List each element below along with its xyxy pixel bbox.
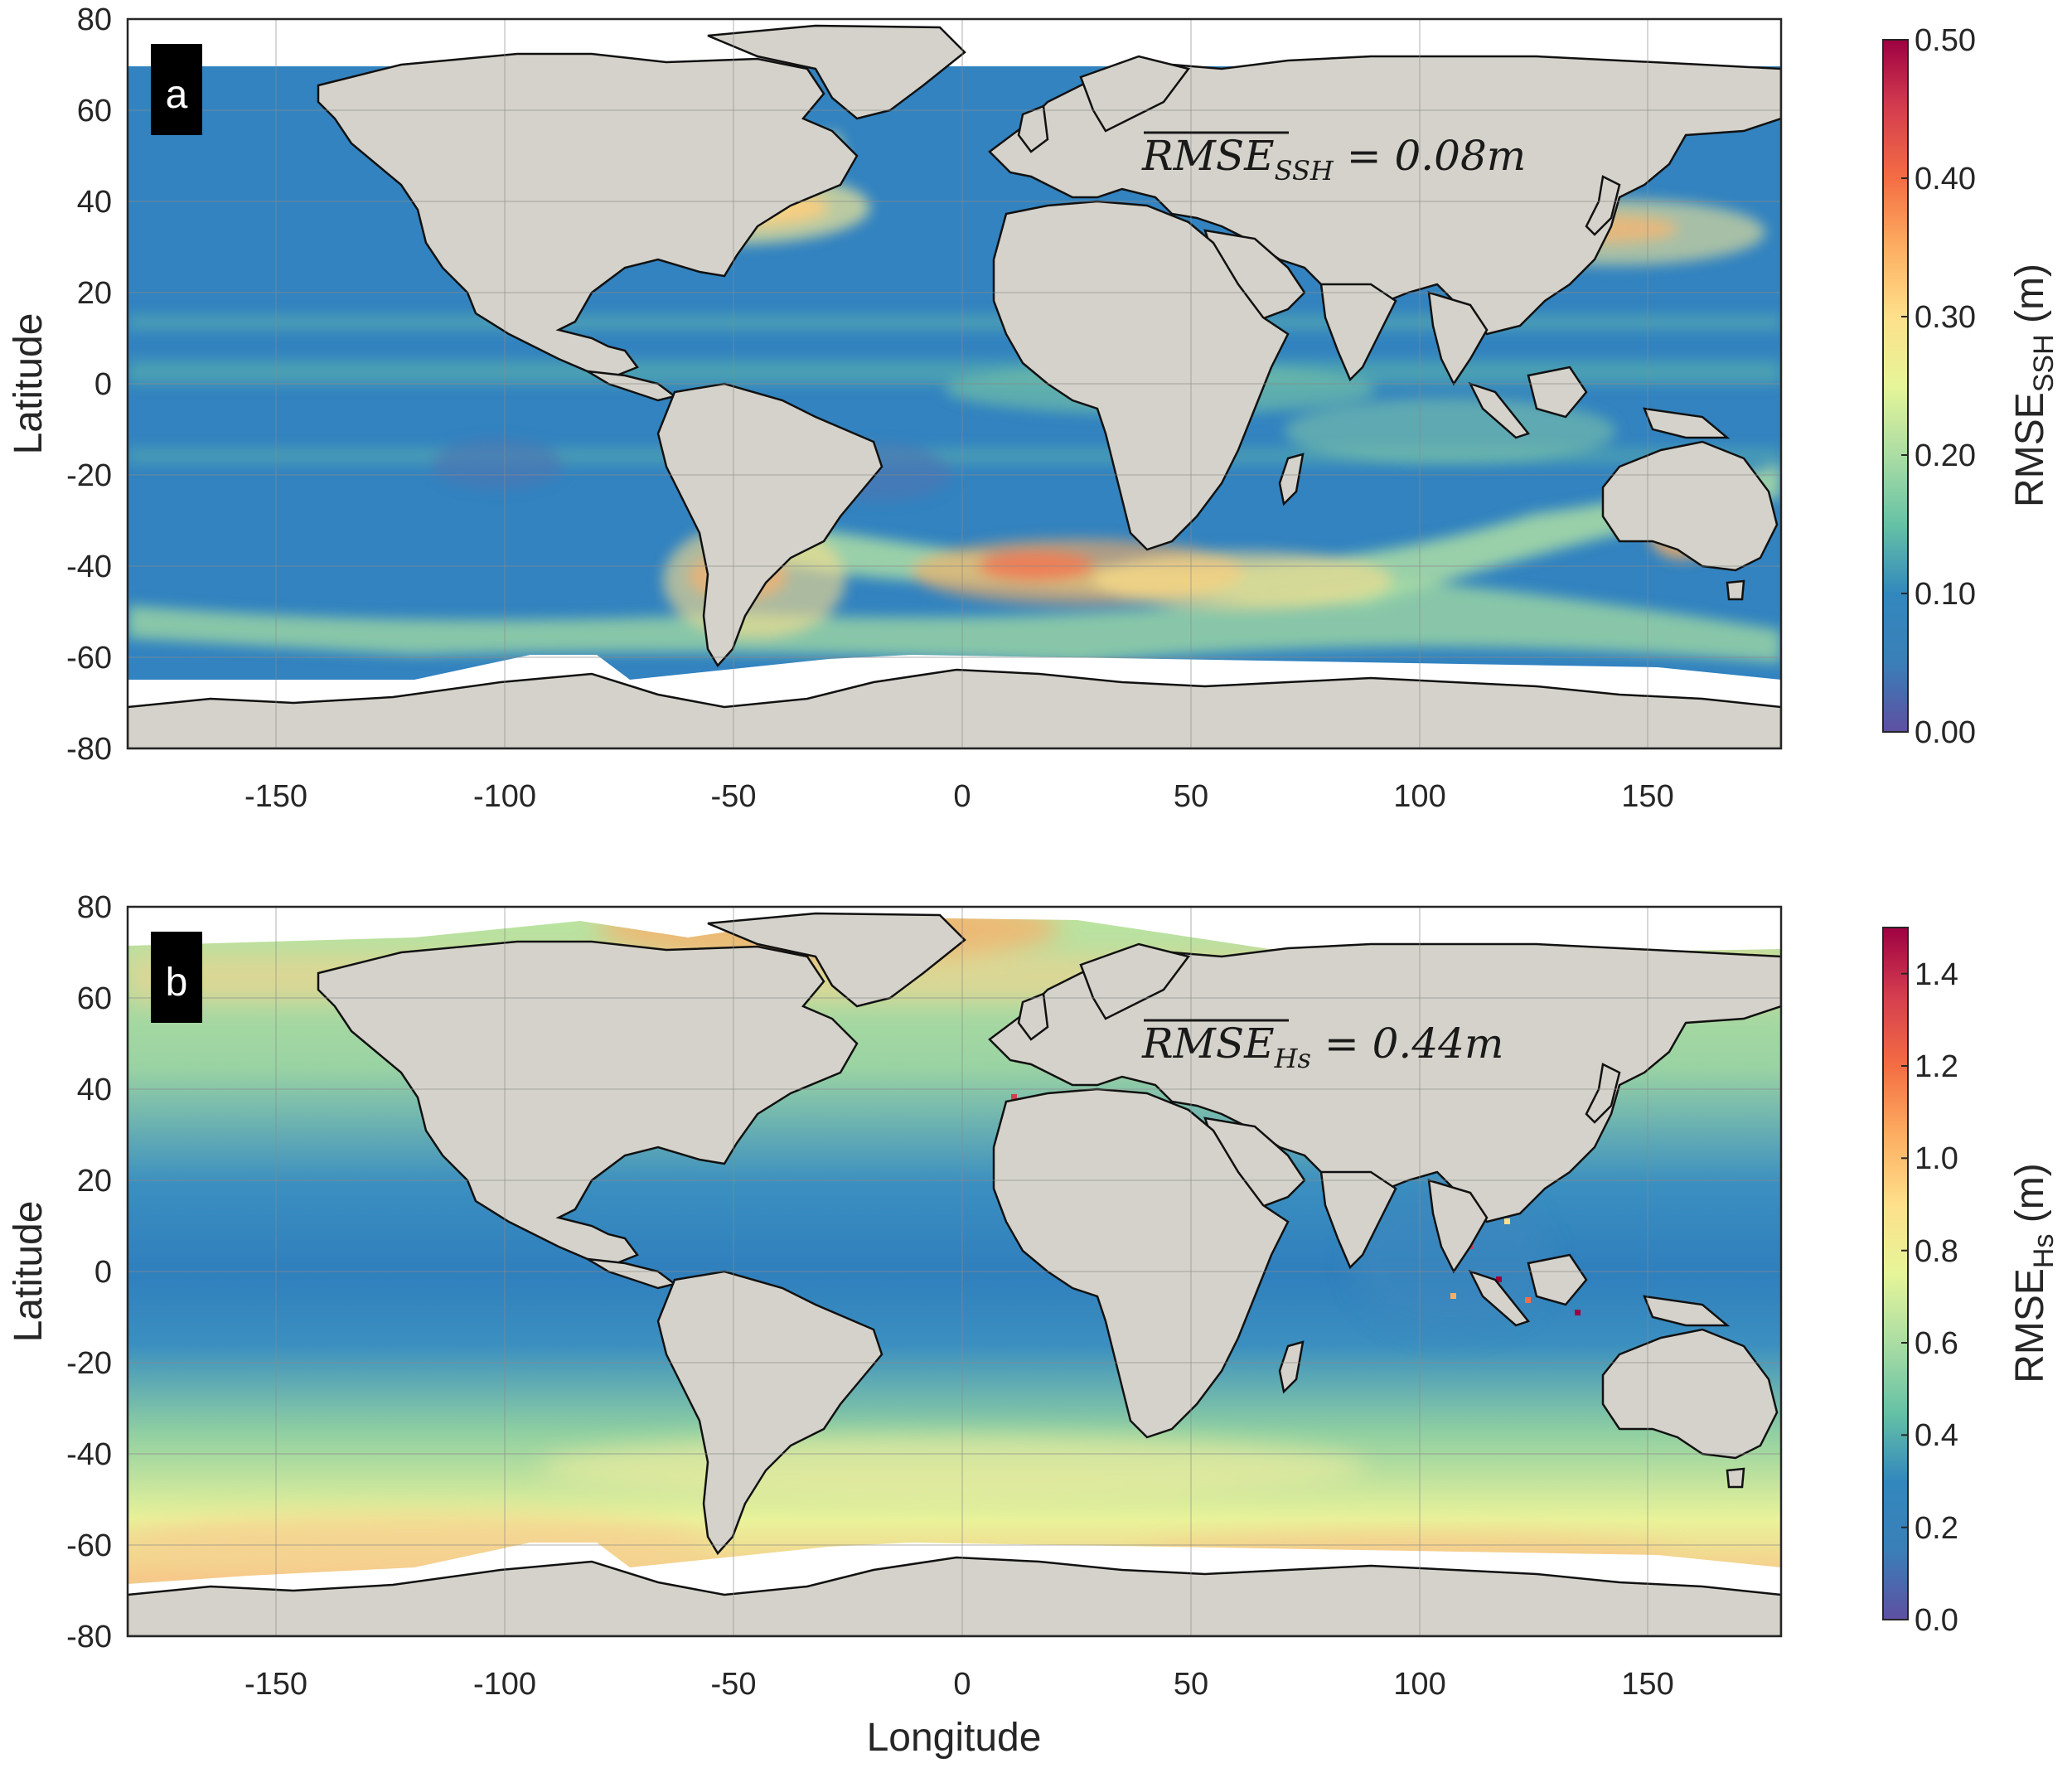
- panel-b: b RMSEHs = 0.44m 80 60 40 20 0 -20 -40 -…: [7, 890, 2060, 1760]
- panel-a-arctic-no-data: [128, 19, 1781, 116]
- panel-a-colorbar-tick: 0.40: [1915, 162, 1976, 196]
- panel-a-y-tick-labels: 80 60 40 20 0 -20 -40 -60 -80: [66, 2, 112, 767]
- panel-b-y-tick: -20: [66, 1346, 112, 1381]
- panel-b-x-tick: -150: [244, 1667, 307, 1702]
- panel-b-y-tick: 0: [94, 1255, 112, 1290]
- panel-a-y-tick: 40: [77, 185, 112, 220]
- panel-a-x-tick-labels: -150 -100 -50 0 50 100 150: [244, 779, 1674, 814]
- panel-a-y-tick: 60: [77, 94, 112, 128]
- panel-b-frame: [126, 905, 1783, 1638]
- panel-a-colorbar-tick: 0.00: [1915, 715, 1976, 750]
- panel-b-y-tick: -40: [66, 1437, 112, 1472]
- panel-b-y-tick: 40: [77, 1073, 112, 1107]
- panel-a-tag-box: [151, 44, 202, 135]
- panel-a-stat-value: = 0.08m: [1334, 132, 1526, 180]
- panel-a-y-tick: 0: [94, 367, 112, 402]
- panel-b-colorbar-tick: 0.8: [1915, 1234, 1958, 1269]
- panel-b-colorbar-tick: 0.0: [1915, 1603, 1958, 1638]
- panel-a-x-tick: -150: [244, 779, 307, 814]
- panel-a: a RMSESSH = 0.08m 80 60 40 20 0 -20 -40 …: [7, 2, 2060, 814]
- panel-b-stat-sub: Hs: [1274, 1043, 1311, 1074]
- panel-b-x-tick: 150: [1621, 1667, 1673, 1702]
- x-axis-title: Longitude: [867, 1716, 1042, 1760]
- panel-a-y-tick: 20: [77, 276, 112, 311]
- panel-b-x-tick-labels: -150 -100 -50 0 50 100 150: [244, 1667, 1674, 1702]
- panel-a-grid: [128, 19, 1781, 748]
- panel-a-y-tick: 80: [77, 2, 112, 37]
- svg-text:RMSESSH = 0.08m: RMSESSH = 0.08m: [1141, 132, 1526, 186]
- panel-a-x-tick: -50: [711, 779, 757, 814]
- panel-b-y-tick: 80: [77, 890, 112, 925]
- panel-b-y-tick: 20: [77, 1164, 112, 1199]
- panel-a-colorbar: 0.50 0.40 0.30 0.20 0.10 0.00 RMSESSH (m…: [1882, 23, 2060, 750]
- panel-b-colorbar-gradient: [1882, 927, 1909, 1620]
- panel-a-x-tick: 50: [1174, 779, 1208, 814]
- panel-b-colorbar-tick: 0.4: [1915, 1418, 1958, 1453]
- panel-b-colorbar-tick: 1.0: [1915, 1141, 1958, 1176]
- panel-b-stat-main: RMSE: [1141, 1020, 1275, 1068]
- panel-a-colorbar-gradient: [1882, 39, 1909, 733]
- panel-a-x-tick: 100: [1393, 779, 1445, 814]
- panel-a-y-tick: -20: [66, 458, 112, 493]
- panel-a-stat-main: RMSE: [1141, 132, 1275, 180]
- panel-a-colorbar-label: RMSESSH (m): [2008, 264, 2060, 507]
- panel-a-y-tick: -60: [66, 641, 112, 676]
- panel-b-arctic-no-data: [128, 907, 1781, 1003]
- panel-b-colorbar-tick: 1.2: [1915, 1049, 1958, 1084]
- panel-b-y-tick-labels: 80 60 40 20 0 -20 -40 -60 -80: [66, 890, 112, 1654]
- panel-b-x-tick: -50: [711, 1667, 757, 1702]
- panel-b-colorbar-tick: 1.4: [1915, 957, 1958, 992]
- panel-b-colorbar-label: RMSEHs (m): [2008, 1163, 2060, 1383]
- panel-a-colorbar-tick: 0.20: [1915, 438, 1976, 473]
- panel-a-y-tick: -40: [66, 550, 112, 584]
- panel-b-x-tick: 50: [1174, 1667, 1208, 1702]
- panel-b-x-tick: -100: [473, 1667, 536, 1702]
- panel-b-x-tick: 0: [953, 1667, 971, 1702]
- panel-b-grid: [128, 907, 1781, 1636]
- panel-b-colorbar-tick: 0.6: [1915, 1326, 1958, 1361]
- panel-b-stat-value: = 0.44m: [1311, 1020, 1503, 1068]
- panel-a-x-tick: 0: [953, 779, 971, 814]
- panel-b-y-tick: -80: [66, 1620, 112, 1654]
- panel-a-colorbar-tick: 0.30: [1915, 300, 1976, 335]
- panel-b-colorbar-tick: 0.2: [1915, 1511, 1958, 1546]
- panel-a-frame: [126, 17, 1783, 750]
- panel-b-y-tick: -60: [66, 1528, 112, 1563]
- panel-b-tag: b: [166, 961, 188, 1005]
- panel-a-y-axis-title: Latitude: [7, 313, 51, 455]
- panel-b-tag-box: [151, 932, 202, 1023]
- panel-b-stat-annotation: RMSEHs = 0.44m: [1141, 1019, 1503, 1074]
- panel-a-x-tick: 150: [1621, 779, 1673, 814]
- panel-b-x-tick: 100: [1393, 1667, 1445, 1702]
- panel-a-stat-annotation: RMSESSH = 0.08m: [1141, 131, 1526, 186]
- panel-a-y-tick: -80: [66, 732, 112, 767]
- panel-a-x-tick: -100: [473, 779, 536, 814]
- panel-b-y-tick: 60: [77, 981, 112, 1016]
- svg-text:RMSEHs = 0.44m: RMSEHs = 0.44m: [1141, 1020, 1503, 1074]
- panel-b-y-axis-title: Latitude: [7, 1201, 51, 1343]
- panel-a-colorbar-tick: 0.50: [1915, 23, 1976, 58]
- panel-a-colorbar-tick: 0.10: [1915, 577, 1976, 612]
- panel-a-stat-sub: SSH: [1275, 155, 1334, 186]
- panel-a-tag: a: [166, 73, 188, 117]
- panel-b-colorbar: 1.4 1.2 1.0 0.8 0.6 0.4 0.2 0.0 RMSEHs (…: [1882, 927, 2060, 1638]
